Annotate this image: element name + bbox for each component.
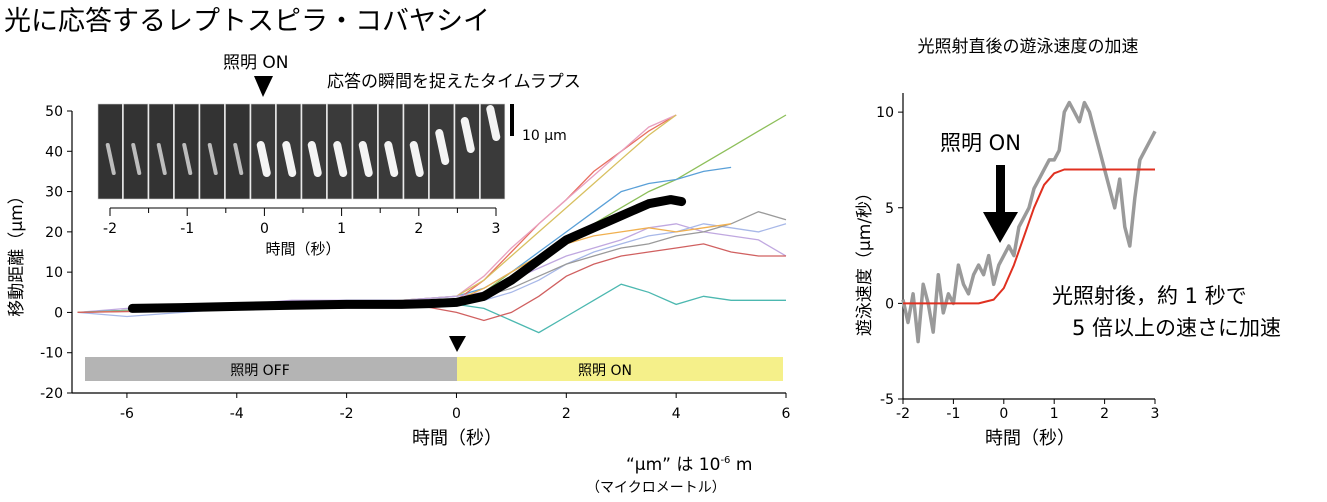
timelapse-tick-label: 3: [492, 221, 501, 237]
right-fit-curve: [903, 168, 1155, 305]
page-title: 光に応答するレプトスピラ・コバヤシイ: [4, 6, 490, 37]
right-x-tick-label: 2: [1100, 406, 1109, 422]
right-x-tick-label: 3: [1151, 406, 1160, 422]
right-note-line2: 5 倍以上の速さに加速: [1072, 316, 1281, 340]
left-x-tick-label: 6: [782, 406, 791, 422]
left-y-axis-label: 移動距離（μm）: [7, 187, 27, 316]
timelapse-cell: [409, 141, 424, 177]
left-y-tick-label: 20: [45, 225, 63, 241]
right-x-tick-label: 0: [999, 406, 1008, 422]
left-x-tick-label: -6: [120, 406, 134, 422]
left-mean-line: [127, 195, 687, 313]
right-chart: 光照射直後の遊泳速度の加速 遊泳速度（μm/秒） -5 0 5 10 -2 -1 0 1 2 3…: [855, 37, 1281, 449]
right-x-tick-label: -2: [896, 406, 910, 422]
left-y-tick-label: 50: [45, 104, 63, 120]
unit-note: “μm” は 10-6 m: [626, 455, 752, 475]
timelapse-cell: [182, 143, 193, 175]
timelapse-frames: [97, 103, 506, 200]
timelapse-caption: 応答の瞬間を捉えたタイムラプス: [327, 72, 581, 92]
timelapse-cell: [207, 143, 218, 175]
right-x-tick-label: -1: [946, 406, 960, 422]
left-x-tick-label: 0: [452, 406, 461, 422]
timelapse-cell: [131, 143, 142, 175]
left-y-ticks: -20 -10 0 10 20 30 40 50: [40, 104, 72, 402]
right-light-on-label: 照明 ON: [940, 131, 1021, 155]
right-y-axis-label: 遊泳速度（μm/秒）: [855, 184, 875, 336]
left-y-tick-label: 10: [45, 265, 63, 281]
right-chart-title: 光照射直後の遊泳速度の加速: [918, 37, 1139, 57]
timelapse-cell: [358, 141, 373, 177]
light-on-bar-label: 照明 ON: [578, 363, 632, 379]
timelapse-light-on-marker: [254, 76, 273, 97]
timelapse-tick-label: 2: [414, 221, 423, 237]
right-speed-trace: [901, 100, 1157, 344]
left-x-tick-label: -2: [340, 406, 354, 422]
timelapse-cell: [256, 141, 271, 177]
left-x-axis-label: 時間（秒）: [412, 428, 502, 449]
light-on-bar: [457, 357, 783, 381]
right-y-tick-label: -5: [880, 392, 894, 408]
left-y-tick-label: 40: [45, 144, 63, 160]
timelapse-cell: [105, 143, 116, 175]
left-x-tick-label: -4: [230, 406, 244, 422]
right-y-tick-label: 10: [876, 105, 894, 121]
timelapse-tick-label: -1: [180, 221, 194, 237]
right-x-ticks: -2 -1 0 1 2 3: [896, 399, 1159, 422]
right-x-axis-label: 時間（秒）: [985, 428, 1075, 449]
left-y-tick-label: -20: [40, 386, 63, 402]
timelapse-ticks: -2 -1 0 1 2 3: [103, 208, 500, 237]
timelapse-light-on-label: 照明 ON: [223, 53, 289, 73]
left-x-tick-label: 2: [562, 406, 571, 422]
timelapse-tick-label: 0: [260, 221, 269, 237]
left-series-group: [77, 114, 787, 334]
timelapse-cell: [460, 117, 475, 153]
timelapse-cell: [282, 141, 297, 177]
timelapse-scale-label: 10 μm: [522, 128, 567, 144]
light-on-marker-triangle: [449, 336, 466, 352]
right-x-tick-label: 1: [1050, 406, 1059, 422]
right-y-tick-label: 5: [885, 201, 894, 217]
timelapse-frame: [199, 103, 225, 200]
left-y-tick-label: 30: [45, 185, 63, 201]
right-note-line1: 光照射後，約 1 秒で: [1052, 284, 1247, 308]
light-off-bar-label: 照明 OFF: [230, 363, 290, 379]
timelapse-tick-label: -2: [103, 221, 117, 237]
left-y-tick-label: 0: [54, 305, 63, 321]
right-y-ticks: -5 0 5 10: [876, 105, 903, 408]
timelapse-cell: [486, 105, 501, 141]
right-y-tick-label: 0: [885, 296, 894, 312]
left-x-ticks: -6 -4 -2 0 2 4 6: [120, 393, 791, 422]
timelapse-cell: [307, 141, 322, 177]
right-arrow-head: [983, 212, 1018, 243]
light-off-bar: [85, 357, 457, 381]
unit-note-reading: （マイクロメートル）: [586, 480, 726, 496]
timelapse-x-label: 時間（秒）: [265, 240, 340, 258]
timelapse-cell: [333, 141, 348, 177]
timelapse-cell: [435, 129, 450, 165]
timelapse-tick-label: 1: [337, 221, 346, 237]
left-trace-line-10: [77, 223, 732, 314]
timelapse-cell: [156, 143, 167, 175]
timelapse-cell: [384, 141, 399, 177]
left-y-tick-label: -10: [40, 346, 63, 362]
left-x-tick-label: 4: [672, 406, 681, 422]
right-series-group: [901, 100, 1157, 344]
right-arrow-shaft: [996, 165, 1005, 215]
timelapse-cell: [233, 143, 244, 175]
